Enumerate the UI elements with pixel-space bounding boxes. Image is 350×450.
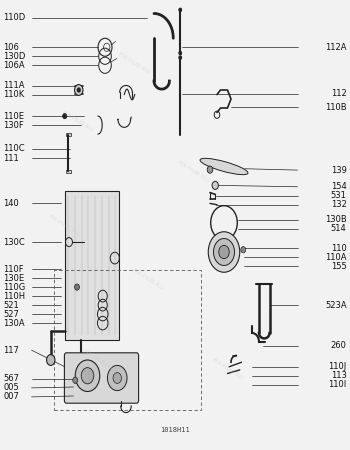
Text: 106: 106	[4, 43, 19, 52]
Text: FIX-HUB.RU: FIX-HUB.RU	[47, 213, 79, 237]
Text: 113: 113	[331, 371, 346, 380]
Circle shape	[241, 247, 246, 253]
Text: 514: 514	[331, 224, 346, 233]
Text: 527: 527	[4, 310, 19, 319]
Text: 139: 139	[331, 166, 346, 175]
Bar	[66, 133, 71, 136]
Text: 130B: 130B	[325, 215, 346, 224]
Text: 111: 111	[4, 154, 19, 163]
Text: 117: 117	[4, 346, 19, 355]
Text: 130D: 130D	[4, 52, 26, 61]
Text: 567: 567	[4, 374, 20, 383]
Text: 110H: 110H	[4, 292, 26, 301]
Circle shape	[207, 166, 213, 173]
Circle shape	[81, 368, 94, 384]
Circle shape	[73, 377, 78, 383]
Text: 155: 155	[331, 262, 346, 271]
Text: FIX-HUB.RU: FIX-HUB.RU	[82, 348, 114, 372]
Text: 110B: 110B	[325, 103, 346, 112]
Text: 110G: 110G	[4, 283, 26, 292]
Bar	[66, 170, 71, 173]
Text: 521: 521	[4, 301, 19, 310]
FancyBboxPatch shape	[64, 353, 139, 403]
Text: 110A: 110A	[325, 253, 346, 262]
Text: 110E: 110E	[4, 112, 24, 121]
Text: 106A: 106A	[4, 61, 25, 70]
Text: 110: 110	[331, 244, 346, 253]
Text: 111A: 111A	[4, 81, 25, 90]
Text: 1018H11: 1018H11	[160, 427, 190, 433]
Text: 112A: 112A	[325, 43, 346, 52]
Text: 110F: 110F	[4, 265, 24, 274]
Ellipse shape	[200, 158, 248, 175]
Circle shape	[179, 56, 182, 59]
Circle shape	[75, 85, 83, 95]
Bar	[65, 191, 119, 340]
Text: 260: 260	[331, 341, 346, 350]
Text: 110J: 110J	[328, 362, 346, 371]
Circle shape	[212, 181, 218, 189]
Text: 007: 007	[4, 392, 19, 401]
Circle shape	[47, 355, 55, 365]
Circle shape	[214, 238, 235, 266]
Circle shape	[208, 232, 240, 272]
Text: 110K: 110K	[4, 90, 25, 99]
Text: FIX-HUB.RU: FIX-HUB.RU	[61, 110, 93, 133]
Text: 140: 140	[4, 199, 19, 208]
Circle shape	[179, 51, 182, 55]
Circle shape	[63, 113, 67, 119]
Text: 132: 132	[331, 200, 346, 209]
Circle shape	[75, 284, 79, 290]
Text: 112: 112	[331, 89, 346, 98]
Text: 110I: 110I	[328, 380, 346, 389]
Text: 110C: 110C	[4, 144, 25, 153]
Text: 523A: 523A	[325, 301, 346, 310]
Circle shape	[113, 373, 121, 383]
Text: FIX-HUB.RU: FIX-HUB.RU	[176, 159, 209, 183]
Text: 130E: 130E	[4, 274, 24, 283]
Text: 531: 531	[331, 191, 346, 200]
Circle shape	[75, 360, 100, 392]
Text: 110D: 110D	[4, 14, 26, 22]
Circle shape	[179, 8, 182, 12]
Circle shape	[107, 365, 127, 391]
Text: 130F: 130F	[4, 121, 24, 130]
Text: FIX-HUB.RU: FIX-HUB.RU	[117, 51, 149, 75]
Text: 130C: 130C	[4, 238, 25, 247]
Text: 130A: 130A	[4, 319, 25, 328]
Text: 154: 154	[331, 182, 346, 191]
Text: 005: 005	[4, 383, 19, 392]
Text: FIX-HUB.RU: FIX-HUB.RU	[131, 267, 163, 291]
Text: FIX-HUB.RU: FIX-HUB.RU	[211, 357, 244, 381]
Bar	[54, 270, 201, 410]
Circle shape	[219, 245, 229, 259]
Circle shape	[77, 88, 80, 92]
